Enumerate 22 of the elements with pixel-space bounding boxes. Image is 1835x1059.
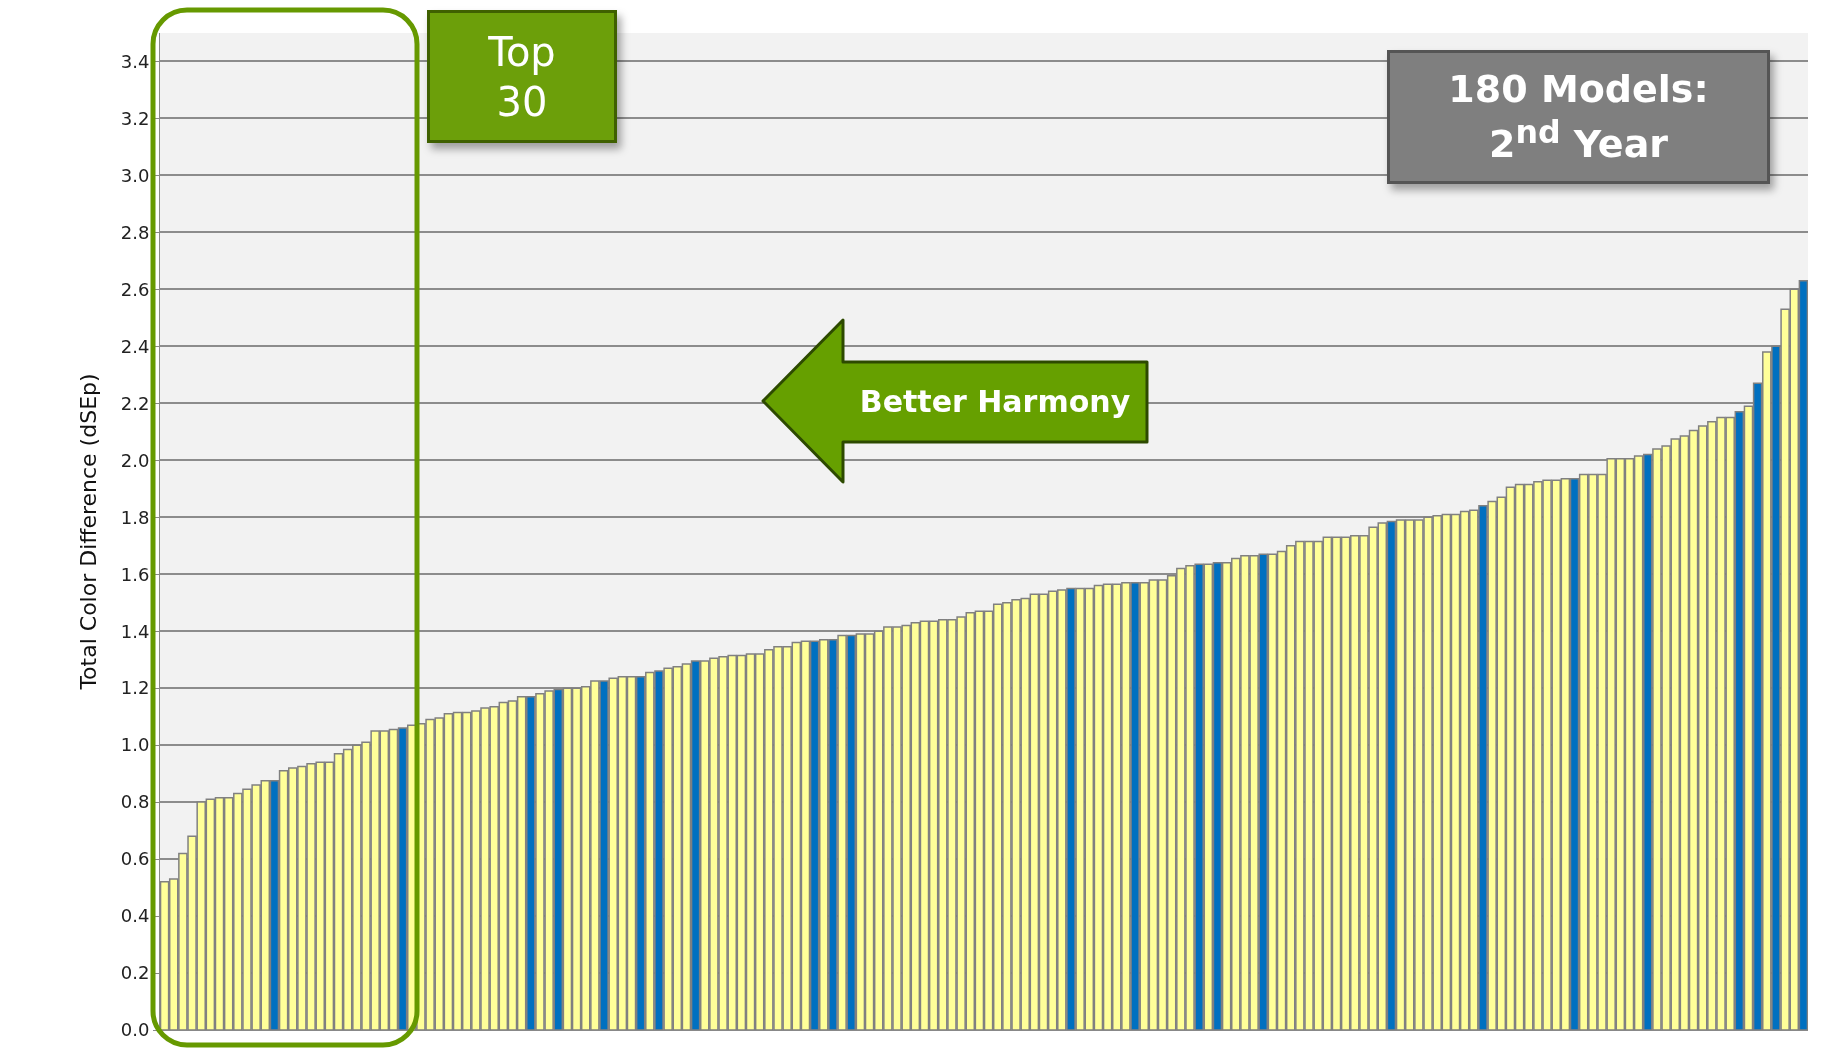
y-tick-label: 2.4: [120, 335, 150, 357]
y-tick-label: 0.2: [120, 962, 150, 984]
y-tick-label: 3.0: [120, 164, 150, 186]
annotation: 180 Models: 2$^{nd}$ Year: [1447, 65, 1710, 168]
y-tick-label: 0.8: [120, 791, 150, 813]
y-tick-label: 1.2: [120, 677, 150, 699]
y-axis-title: Total Color Difference (dSEp): [75, 373, 101, 691]
y-tick-label: 1.4: [120, 620, 150, 642]
y-tick-label: 1.6: [120, 563, 150, 585]
y-tick-label: 3.2: [120, 107, 150, 129]
y-tick-label: 3.4: [120, 50, 150, 72]
y-tick-label: 0.6: [120, 848, 150, 870]
y-tick-label: 2.6: [120, 278, 150, 300]
y-tick-label: 0.4: [120, 905, 150, 927]
annotation: Top 30: [487, 27, 557, 127]
y-tick-label: 1.8: [120, 506, 150, 528]
annotation: Better Harmony: [858, 383, 1132, 421]
y-tick-label: 2.8: [120, 221, 150, 243]
y-tick-label: 0.0: [120, 1019, 150, 1041]
y-tick-label: 2.2: [120, 392, 150, 414]
y-tick-label: 1.0: [120, 734, 150, 756]
y-tick-label: 2.0: [120, 449, 150, 471]
